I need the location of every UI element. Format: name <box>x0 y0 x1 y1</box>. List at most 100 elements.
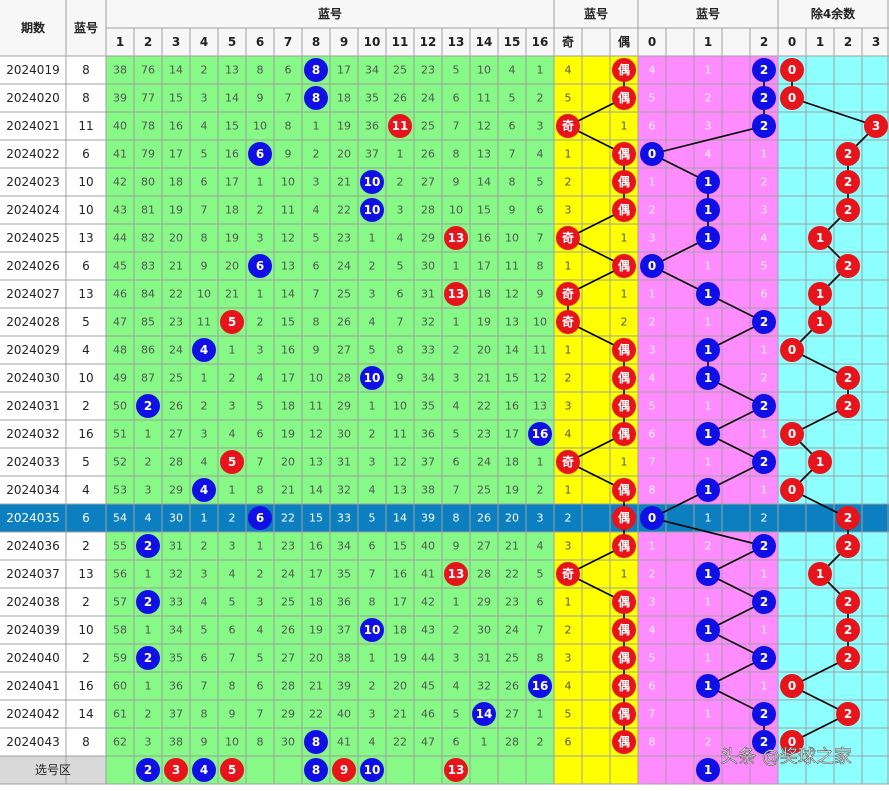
hit-ball <box>696 674 720 698</box>
miss-value: 7 <box>649 456 656 469</box>
cells: 期数 蓝号蓝号 蓝号 蓝号 除4余数1 2 3 4 5 6 7 8 9 10 11 12 13 14 15 16 奇偶 0… <box>6 6 888 782</box>
hit-ball <box>192 758 216 782</box>
miss-value: 10 <box>253 120 267 133</box>
miss-value: 2 <box>453 624 460 637</box>
miss-value: 8 <box>257 484 264 497</box>
watermark: 头条 @奖球之家 <box>720 747 852 768</box>
hit-ball <box>836 254 860 278</box>
hit-number: 1 <box>816 315 824 329</box>
hit-number: 0 <box>788 91 796 105</box>
period: 2024038 <box>6 595 59 609</box>
miss-value: 1 <box>761 344 768 357</box>
miss-value: 2 <box>397 176 404 189</box>
miss-value: 6 <box>201 176 208 189</box>
miss-value: 29 <box>281 708 295 721</box>
miss-value: 1 <box>621 120 628 133</box>
bg <box>0 448 106 476</box>
hit-ball <box>808 226 832 250</box>
miss-value: 8 <box>453 512 460 525</box>
hit-ball <box>696 422 720 446</box>
miss-value: 13 <box>281 260 295 273</box>
miss-value: 41 <box>113 148 127 161</box>
hit-ball <box>248 254 272 278</box>
hit-number: 偶 <box>618 482 630 497</box>
miss-value: 7 <box>509 148 516 161</box>
miss-value: 27 <box>337 344 351 357</box>
miss-value: 54 <box>113 512 127 525</box>
hit-ball <box>752 114 776 138</box>
hit-ball <box>556 282 580 306</box>
miss-value: 2 <box>565 512 572 525</box>
miss-value: 24 <box>337 260 351 273</box>
miss-value: 1 <box>761 148 768 161</box>
miss-value: 28 <box>477 568 491 581</box>
hit-ball <box>220 758 244 782</box>
miss-value: 62 <box>113 736 127 749</box>
miss-value: 87 <box>141 372 155 385</box>
miss-value: 22 <box>505 568 519 581</box>
hit-number: 1 <box>816 231 824 245</box>
hit-number: 偶 <box>618 398 630 413</box>
miss-value: 46 <box>113 288 127 301</box>
miss-value: 9 <box>509 204 516 217</box>
bg <box>0 252 106 280</box>
miss-value: 8 <box>649 484 656 497</box>
hit-ball <box>220 450 244 474</box>
bg <box>0 420 106 448</box>
miss-value: 2 <box>229 372 236 385</box>
hit-number: 奇 <box>562 566 574 581</box>
miss-value: 2 <box>565 624 572 637</box>
miss-value: 5 <box>369 512 376 525</box>
hit-number: 4 <box>200 483 208 497</box>
miss-value: 17 <box>477 260 491 273</box>
miss-value: 1 <box>537 64 544 77</box>
period: 2024029 <box>6 343 59 357</box>
header-text: 0 <box>788 35 796 49</box>
period: 2024028 <box>6 315 59 329</box>
bg <box>0 168 106 196</box>
hit-ball <box>752 590 776 614</box>
hit-ball <box>780 730 804 754</box>
hit-number: 偶 <box>618 734 630 749</box>
miss-value: 28 <box>505 736 519 749</box>
hit-ball <box>192 338 216 362</box>
miss-value: 25 <box>337 288 351 301</box>
miss-value: 3 <box>537 512 544 525</box>
miss-value: 23 <box>337 232 351 245</box>
hit-ball <box>612 674 636 698</box>
header-text: 1 <box>116 35 124 49</box>
miss-value: 3 <box>565 652 572 665</box>
miss-value: 5 <box>313 232 320 245</box>
miss-value: 1 <box>649 176 656 189</box>
blue-number: 8 <box>82 735 90 749</box>
miss-value: 4 <box>649 372 656 385</box>
period: 2024021 <box>6 119 59 133</box>
miss-value: 31 <box>169 540 183 553</box>
blue-number: 4 <box>82 483 90 497</box>
miss-value: 22 <box>337 204 351 217</box>
miss-value: 7 <box>257 456 264 469</box>
miss-value: 2 <box>145 456 152 469</box>
miss-value: 4 <box>145 512 152 525</box>
miss-value: 16 <box>281 344 295 357</box>
hit-number: 2 <box>844 651 852 665</box>
miss-value: 1 <box>705 400 712 413</box>
miss-value: 26 <box>393 92 407 105</box>
hit-ball <box>556 310 580 334</box>
miss-value: 8 <box>397 344 404 357</box>
hit-number: 2 <box>760 63 768 77</box>
miss-value: 5 <box>257 400 264 413</box>
header-text: 12 <box>420 35 437 49</box>
miss-value: 14 <box>477 176 491 189</box>
hit-ball <box>780 338 804 362</box>
miss-value: 1 <box>705 596 712 609</box>
blue-number: 10 <box>78 203 93 217</box>
header-text: 3 <box>172 35 180 49</box>
hit-number: 2 <box>760 315 768 329</box>
miss-value: 5 <box>453 428 460 441</box>
hit-number: 6 <box>256 259 264 273</box>
miss-value: 2 <box>369 680 376 693</box>
miss-value: 1 <box>761 484 768 497</box>
miss-value: 23 <box>477 428 491 441</box>
hit-ball <box>752 730 776 754</box>
